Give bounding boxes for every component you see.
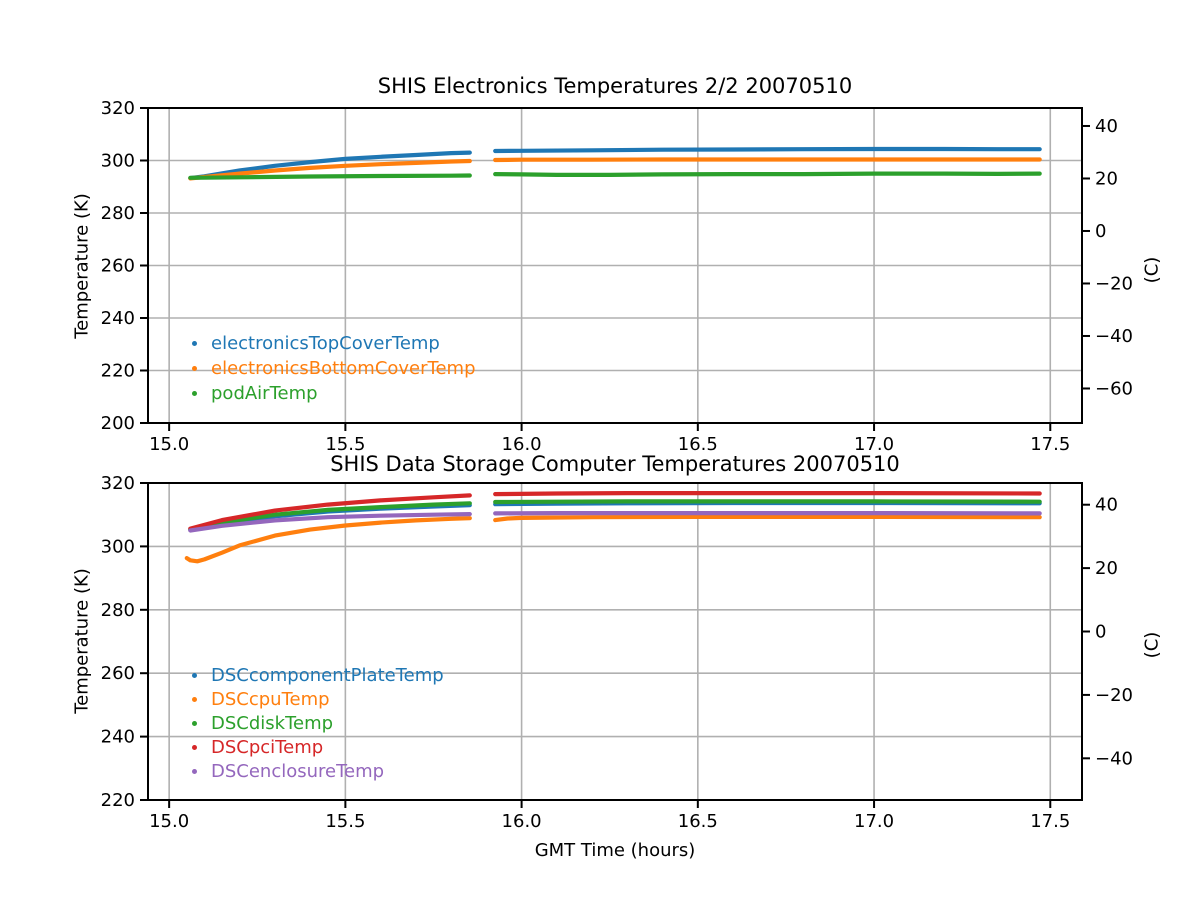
legend-item-DSCenclosureTemp: DSCenclosureTemp bbox=[177, 759, 444, 783]
legend-dot bbox=[191, 744, 197, 750]
legend-dot bbox=[191, 720, 197, 726]
legend-dot-marker bbox=[177, 391, 211, 396]
y-tick-label-right: 0 bbox=[1095, 622, 1106, 643]
legend-dot-marker bbox=[177, 696, 211, 702]
legend-item-DSCcomponentPlateTemp: DSCcomponentPlateTemp bbox=[177, 663, 444, 687]
y-tick-label-left: 320 bbox=[101, 473, 135, 494]
y-tick-label-right: −40 bbox=[1095, 748, 1133, 769]
legend-dot bbox=[191, 696, 197, 702]
y-tick-label-left: 280 bbox=[101, 203, 135, 224]
x-tick-label: 15.0 bbox=[149, 811, 189, 832]
y-tick-label-left: 220 bbox=[101, 361, 135, 382]
x-tick-label: 15.5 bbox=[325, 811, 365, 832]
y-tick-label-right: 40 bbox=[1095, 116, 1118, 137]
y-tick-label-right: −40 bbox=[1095, 326, 1133, 347]
y-tick-label-right: −20 bbox=[1095, 273, 1133, 294]
y-tick-label-left: 260 bbox=[101, 256, 135, 277]
legend-dot-marker bbox=[177, 744, 211, 750]
series-line-DSCenclosureTemp bbox=[188, 512, 472, 533]
y-tick-label-right: 0 bbox=[1095, 221, 1106, 242]
series-line-DSCdiskTemp bbox=[188, 501, 472, 532]
y-tick-label-left: 300 bbox=[101, 151, 135, 172]
legend-label: DSCdiskTemp bbox=[211, 712, 334, 734]
legend-item-DSCcpuTemp: DSCcpuTemp bbox=[177, 687, 444, 711]
y-tick-label-right: 40 bbox=[1095, 495, 1118, 516]
top-y-axis-label-left: Temperature (K) bbox=[71, 193, 93, 339]
series-line-DSCcpuTemp bbox=[184, 516, 472, 564]
x-tick-label: 16.5 bbox=[678, 434, 718, 455]
legend-dot-marker bbox=[177, 341, 211, 346]
series-line-DSCpciTemp bbox=[493, 491, 1042, 497]
legend-item-DSCpciTemp: DSCpciTemp bbox=[177, 735, 444, 759]
top-chart-title: SHIS Electronics Temperatures 2/2 200705… bbox=[377, 74, 853, 98]
legend-dot-marker bbox=[177, 768, 211, 774]
legend-item-DSCdiskTemp: DSCdiskTemp bbox=[177, 711, 444, 735]
top-y-axis-label-right: (C) bbox=[1141, 256, 1163, 284]
x-tick-label: 16.0 bbox=[502, 811, 542, 832]
x-tick-label: 16.0 bbox=[502, 434, 542, 455]
legend-dot bbox=[191, 366, 197, 371]
legend-dot bbox=[191, 341, 197, 346]
bottom-chart-title: SHIS Data Storage Computer Temperatures … bbox=[330, 452, 900, 476]
bottom-chart-legend: DSCcomponentPlateTemp DSCcpuTemp DSCdiskTe… bbox=[177, 663, 444, 783]
y-tick-label-left: 300 bbox=[101, 536, 135, 557]
series-line-podAirTemp bbox=[188, 173, 472, 180]
y-tick-label-right: 20 bbox=[1095, 168, 1118, 189]
legend-item-podAirTemp: podAirTemp bbox=[177, 381, 476, 406]
x-tick-label: 17.5 bbox=[1030, 811, 1070, 832]
y-tick-label-right: −20 bbox=[1095, 685, 1133, 706]
y-tick-label-left: 200 bbox=[101, 413, 135, 434]
legend-item-electronicsBottomCoverTemp: electronicsBottomCoverTemp bbox=[177, 356, 476, 381]
x-tick-label: 15.5 bbox=[325, 434, 365, 455]
y-tick-label-left: 260 bbox=[101, 663, 135, 684]
x-tick-label: 17.5 bbox=[1030, 434, 1070, 455]
legend-label: DSCenclosureTemp bbox=[211, 760, 385, 782]
x-tick-label: 16.5 bbox=[678, 811, 718, 832]
y-tick-label-left: 240 bbox=[101, 727, 135, 748]
x-tick-label: 17.0 bbox=[854, 434, 894, 455]
legend-dot-marker bbox=[177, 672, 211, 678]
series-line-DSCcpuTemp bbox=[493, 514, 1042, 523]
series-line-DSCpciTemp bbox=[188, 493, 472, 531]
x-tick-label: 17.0 bbox=[854, 811, 894, 832]
y-tick-label-left: 220 bbox=[101, 790, 135, 811]
legend-dot bbox=[191, 768, 197, 774]
x-tick-label: 15.0 bbox=[149, 434, 189, 455]
legend-label: electronicsTopCoverTemp bbox=[211, 333, 440, 354]
legend-dot bbox=[191, 391, 197, 396]
legend-label: podAirTemp bbox=[211, 383, 318, 404]
series-line-electronicsBottomCoverTemp bbox=[493, 157, 1042, 163]
series-line-electronicsBottomCoverTemp bbox=[188, 158, 472, 181]
legend-dot-marker bbox=[177, 720, 211, 726]
x-axis-label: GMT Time (hours) bbox=[534, 840, 696, 861]
legend-label: electronicsBottomCoverTemp bbox=[211, 358, 476, 379]
legend-item-electronicsTopCoverTemp: electronicsTopCoverTemp bbox=[177, 331, 476, 356]
y-tick-label-left: 280 bbox=[101, 600, 135, 621]
series-line-podAirTemp bbox=[493, 171, 1042, 177]
series-line-electronicsTopCoverTemp bbox=[493, 146, 1042, 154]
series-line-DSCdiskTemp bbox=[493, 499, 1042, 505]
bottom-y-axis-label-right: (C) bbox=[1141, 631, 1163, 659]
y-tick-label-left: 240 bbox=[101, 308, 135, 329]
y-tick-label-right: −60 bbox=[1095, 378, 1133, 399]
axes-spines bbox=[147, 482, 1083, 801]
legend-dot-marker bbox=[177, 366, 211, 371]
legend-label: DSCpciTemp bbox=[211, 736, 324, 758]
legend-label: DSCcomponentPlateTemp bbox=[211, 664, 444, 686]
y-tick-label-left: 320 bbox=[101, 98, 135, 119]
legend-dot bbox=[191, 672, 197, 678]
bottom-y-axis-label-left: Temperature (K) bbox=[71, 568, 93, 714]
legend-label: DSCcpuTemp bbox=[211, 688, 330, 710]
y-tick-label-right: 20 bbox=[1095, 558, 1118, 579]
top-chart-legend: electronicsTopCoverTemp electronicsBottom… bbox=[177, 331, 476, 406]
